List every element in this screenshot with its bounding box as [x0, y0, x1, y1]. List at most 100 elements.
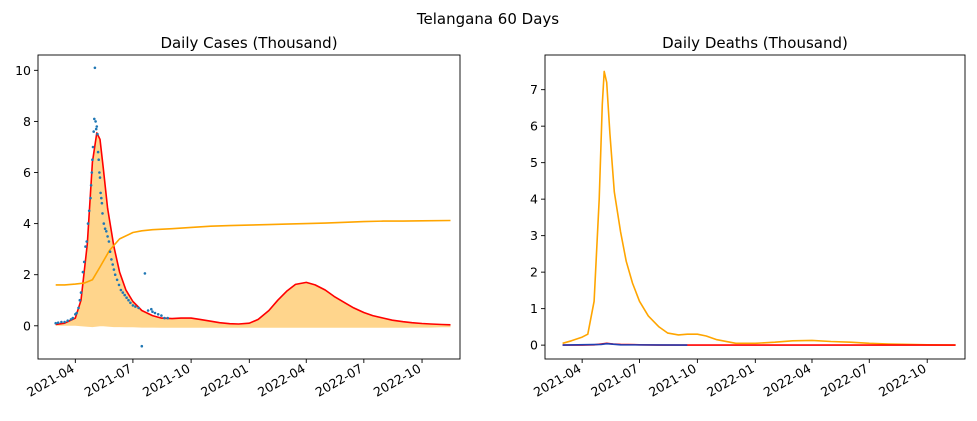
data-point	[98, 171, 101, 174]
data-point	[98, 176, 102, 179]
data-point	[111, 263, 114, 266]
data-point	[82, 260, 86, 264]
y-tick-label: 1	[530, 301, 538, 316]
data-point	[115, 278, 119, 282]
data-point	[92, 130, 95, 133]
y-tick-label: 0	[23, 318, 31, 333]
y-tick-label: 6	[23, 165, 31, 180]
data-point	[89, 184, 93, 187]
data-point	[102, 222, 106, 225]
data-point	[101, 212, 104, 215]
data-point	[69, 318, 73, 321]
x-tick-label: 2021-07	[82, 361, 135, 400]
confidence-band	[55, 132, 451, 328]
data-point	[95, 125, 99, 128]
x-tick-label: 2022-07	[818, 361, 871, 400]
data-point	[71, 316, 75, 320]
chart-title: Daily Cases (Thousand)	[160, 34, 337, 52]
data-point	[119, 288, 123, 292]
data-point	[127, 298, 130, 302]
data-point	[123, 293, 126, 297]
data-point	[75, 311, 78, 315]
x-tick-label: 2021-10	[646, 361, 699, 400]
x-tick-label: 2021-04	[531, 361, 584, 400]
x-tick-label: 2022-10	[371, 361, 424, 400]
data-point	[112, 268, 116, 271]
data-point	[134, 305, 137, 308]
data-point	[99, 191, 102, 195]
x-tick-label: 2021-10	[140, 361, 193, 400]
y-tick-label: 8	[23, 114, 31, 129]
data-point	[107, 240, 111, 243]
data-point	[94, 120, 97, 123]
data-point	[93, 66, 97, 70]
y-tick-label: 4	[530, 192, 538, 207]
data-point	[91, 158, 94, 161]
y-tick-label: 4	[23, 216, 31, 231]
data-point	[140, 344, 144, 348]
data-point	[78, 298, 82, 302]
data-point	[153, 311, 157, 315]
series-line	[55, 132, 451, 326]
data-point	[166, 316, 169, 320]
y-tick-label: 0	[530, 338, 538, 353]
data-point	[66, 319, 69, 323]
data-point	[117, 283, 121, 287]
data-point	[97, 158, 100, 161]
y-tick-label: 5	[530, 155, 538, 170]
series-line	[55, 219, 451, 286]
series-line	[562, 70, 956, 346]
data-point	[125, 296, 128, 300]
data-point	[79, 291, 83, 294]
x-tick-label: 2022-04	[255, 361, 308, 400]
x-tick-label: 2022-01	[198, 361, 251, 400]
data-point	[151, 310, 154, 314]
data-point	[56, 321, 60, 325]
data-point	[54, 321, 57, 325]
data-point	[110, 258, 113, 261]
data-point	[84, 245, 87, 248]
data-point	[77, 306, 80, 310]
data-point	[86, 222, 90, 225]
x-tick-label: 2022-10	[876, 361, 929, 400]
data-point	[91, 145, 95, 149]
y-tick-label: 6	[530, 119, 538, 134]
data-point	[103, 227, 107, 230]
y-tick-label: 2	[23, 267, 31, 282]
data-point	[90, 171, 94, 174]
x-tick-label: 2022-07	[313, 361, 366, 400]
chart-title: Daily Deaths (Thousand)	[662, 34, 848, 52]
data-point	[100, 201, 104, 205]
data-point	[131, 304, 135, 307]
data-point	[94, 127, 98, 131]
data-point	[143, 272, 147, 275]
y-tick-label: 3	[530, 228, 538, 243]
data-point	[60, 320, 63, 324]
x-tick-label: 2022-01	[704, 361, 757, 400]
x-tick-label: 2021-07	[588, 361, 641, 400]
data-point	[106, 235, 109, 238]
data-point	[137, 306, 140, 310]
data-point	[63, 320, 66, 324]
data-point	[129, 301, 132, 305]
data-point	[96, 132, 99, 136]
data-point	[93, 117, 96, 121]
data-point	[156, 313, 160, 316]
data-point	[81, 270, 85, 274]
data-point	[150, 307, 153, 311]
data-point	[100, 196, 103, 200]
x-tick-label: 2021-04	[24, 361, 77, 400]
x-tick-label: 2022-04	[761, 361, 814, 400]
data-point	[163, 316, 166, 320]
data-point	[113, 273, 117, 277]
data-point	[121, 291, 125, 294]
data-point	[146, 309, 150, 312]
y-tick-label: 2	[530, 265, 538, 280]
figure-suptitle: Telangana 60 Days	[416, 10, 559, 28]
data-point	[85, 240, 88, 243]
data-point	[105, 230, 108, 233]
data-point	[89, 196, 92, 200]
